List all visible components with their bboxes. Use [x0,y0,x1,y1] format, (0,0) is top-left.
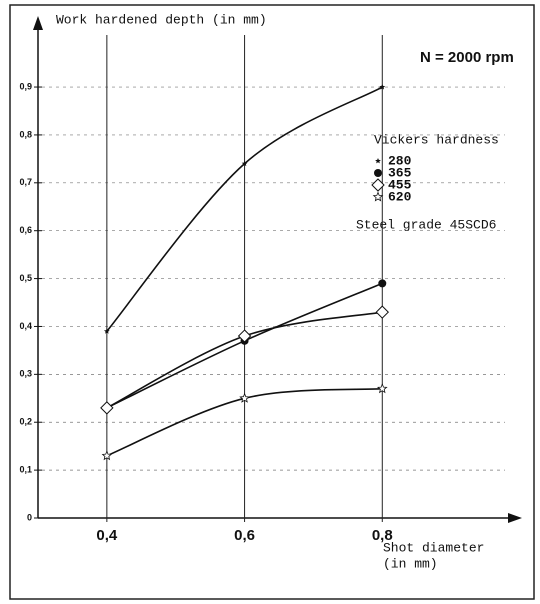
arrowhead [33,16,43,30]
y-tick-label: 0,3 [19,369,32,379]
marker [378,279,387,288]
marker [239,392,250,403]
annotation: N = 2000 rpm [420,49,514,66]
legend-marker [375,158,381,164]
marker [104,328,110,334]
legend-label: 365 [388,165,412,180]
y-axis-title: Work hardened depth (in mm) [56,12,267,27]
x-tick-label: 0,6 [234,527,255,544]
legend-marker [372,191,384,202]
x-axis-title: (in mm) [383,556,438,571]
y-tick-label: 0,8 [19,129,32,139]
x-tick-label: 0,4 [96,527,118,544]
marker [100,401,114,415]
legend-marker [374,169,382,177]
marker [376,383,388,394]
legend-marker [371,178,385,192]
y-tick-label: 0 [27,512,32,522]
marker [241,160,248,167]
legend-title: Vickers hardness [374,132,499,147]
legend-label: 620 [388,189,412,204]
legend-label: 455 [388,177,412,192]
annotation: Steel grade 45SCD6 [356,217,496,232]
frame [9,4,535,600]
marker [237,329,252,343]
y-tick-label: 0,9 [19,81,32,91]
x-axis-title: Shot diameter [383,540,484,555]
arrowhead [508,513,522,523]
y-tick-label: 0,4 [19,321,32,331]
marker [101,450,113,461]
y-tick-label: 0,7 [19,177,32,187]
y-tick-label: 0,6 [19,225,32,235]
legend-label: 280 [388,153,412,168]
y-tick-label: 0,2 [19,417,32,427]
marker [375,305,389,319]
marker [379,84,386,90]
x-tick-label: 0,8 [372,527,393,544]
y-tick-label: 0,5 [19,273,32,283]
y-tick-label: 0,1 [19,464,32,474]
